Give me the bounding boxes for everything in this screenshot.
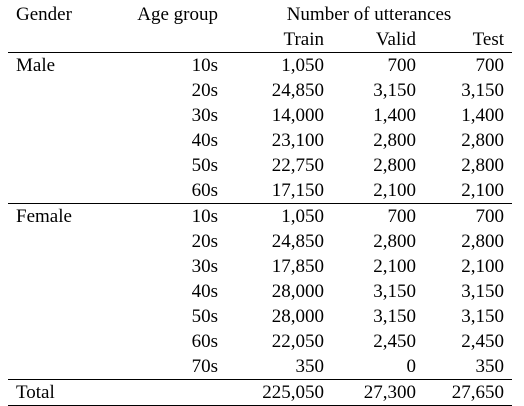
header-number-of-utterances: Number of utterances (286, 4, 452, 25)
total-train: 225,050 (226, 379, 332, 406)
test-count-cell: 350 (475, 356, 505, 377)
age-group-cell: 20s (191, 231, 218, 252)
train-count-cell: 350 (295, 356, 325, 377)
table-row: 70s 350 0 350 (8, 354, 512, 380)
train-count-cell: 24,850 (271, 80, 324, 101)
test-count-cell: 2,450 (461, 331, 504, 352)
age-group-cell: 40s (191, 130, 218, 151)
valid-count-cell: 2,800 (373, 155, 416, 176)
valid-count-cell: 2,100 (373, 180, 416, 201)
total-empty-cell (98, 379, 226, 406)
age-group-cell: 20s (191, 80, 218, 101)
table-footer: Total 225,050 27,300 27,650 (8, 379, 512, 406)
train-count-cell: 1,050 (281, 55, 324, 76)
valid-count-cell: 2,450 (373, 331, 416, 352)
table-header: Gender Age group Number of utterances Tr… (8, 0, 512, 53)
header-row-2: Train Valid Test (8, 27, 512, 53)
train-count-cell: 17,850 (271, 256, 324, 277)
header-empty-cell (98, 27, 226, 53)
table-row: 40s 23,100 2,800 2,800 (8, 128, 512, 153)
gender-cell (8, 304, 98, 329)
valid-count-cell: 3,150 (373, 306, 416, 327)
train-count-cell: 28,000 (271, 281, 324, 302)
gender-cell (8, 78, 98, 103)
train-count-cell: 22,050 (271, 331, 324, 352)
valid-count-cell: 2,800 (373, 231, 416, 252)
valid-count-cell: 2,800 (373, 130, 416, 151)
utterance-count-table: Gender Age group Number of utterances Tr… (8, 0, 512, 406)
valid-count-cell: 0 (406, 356, 417, 377)
test-count-cell: 2,100 (461, 180, 504, 201)
header-empty-cell (8, 27, 98, 53)
test-count-cell: 700 (424, 203, 512, 229)
age-group-cell: 70s (191, 356, 218, 377)
train-count-cell: 24,850 (271, 231, 324, 252)
header-valid: Valid (332, 27, 424, 53)
table-body: Male 10s 1,050 700 700 20s 24,850 3,150 3,150 30s… (8, 53, 512, 380)
train-count-cell: 22,750 (271, 155, 324, 176)
valid-count-cell: 3,150 (373, 281, 416, 302)
age-group-cell: 30s (191, 256, 218, 277)
table-row: 60s 17,150 2,100 2,100 (8, 178, 512, 204)
train-count-cell: 17,150 (271, 180, 324, 201)
table-row: Male 10s 1,050 700 700 (8, 53, 512, 79)
train-count-cell: 1,050 (226, 203, 332, 229)
header-test: Test (424, 27, 512, 53)
gender-cell (8, 128, 98, 153)
table-row: 50s 22,750 2,800 2,800 (8, 153, 512, 178)
gender-cell (8, 103, 98, 128)
test-count-cell: 1,400 (461, 105, 504, 126)
valid-count-cell: 700 (332, 203, 424, 229)
test-count-cell: 2,800 (461, 130, 504, 151)
gender-cell (8, 153, 98, 178)
header-gender: Gender (16, 4, 72, 25)
total-test: 27,650 (424, 379, 512, 406)
train-count-cell: 14,000 (271, 105, 324, 126)
valid-count-cell: 700 (387, 55, 417, 76)
header-row-1: Gender Age group Number of utterances (8, 0, 512, 27)
table-row: 30s 17,850 2,100 2,100 (8, 254, 512, 279)
age-group-cell: 10s (191, 55, 218, 76)
age-group-cell: 30s (191, 105, 218, 126)
valid-count-cell: 3,150 (373, 80, 416, 101)
test-count-cell: 3,150 (461, 80, 504, 101)
table-row: 60s 22,050 2,450 2,450 (8, 329, 512, 354)
table-row: 30s 14,000 1,400 1,400 (8, 103, 512, 128)
gender-cell: Female (8, 203, 98, 229)
total-row: Total 225,050 27,300 27,650 (8, 379, 512, 406)
test-count-cell: 2,800 (461, 231, 504, 252)
gender-cell: Male (16, 55, 56, 76)
gender-cell (8, 354, 98, 380)
gender-cell (8, 329, 98, 354)
age-group-cell: 10s (98, 203, 226, 229)
train-count-cell: 23,100 (271, 130, 324, 151)
valid-count-cell: 2,100 (373, 256, 416, 277)
table-row: 40s 28,000 3,150 3,150 (8, 279, 512, 304)
header-train: Train (226, 27, 332, 53)
gender-cell (8, 229, 98, 254)
test-count-cell: 2,100 (461, 256, 504, 277)
total-valid: 27,300 (332, 379, 424, 406)
table-row: 20s 24,850 3,150 3,150 (8, 78, 512, 103)
test-count-cell: 3,150 (461, 306, 504, 327)
table-row: 50s 28,000 3,150 3,150 (8, 304, 512, 329)
age-group-cell: 40s (191, 281, 218, 302)
gender-cell (8, 279, 98, 304)
table-row: 20s 24,850 2,800 2,800 (8, 229, 512, 254)
gender-cell (8, 254, 98, 279)
train-count-cell: 28,000 (271, 306, 324, 327)
gender-cell (8, 178, 98, 204)
total-label: Total (8, 379, 98, 406)
test-count-cell: 700 (475, 55, 505, 76)
age-group-cell: 60s (191, 331, 218, 352)
age-group-cell: 50s (191, 155, 218, 176)
age-group-cell: 60s (191, 180, 218, 201)
test-count-cell: 3,150 (461, 281, 504, 302)
header-age-group: Age group (137, 4, 218, 25)
test-count-cell: 2,800 (461, 155, 504, 176)
age-group-cell: 50s (191, 306, 218, 327)
table-row: Female 10s 1,050 700 700 (8, 203, 512, 229)
valid-count-cell: 1,400 (373, 105, 416, 126)
